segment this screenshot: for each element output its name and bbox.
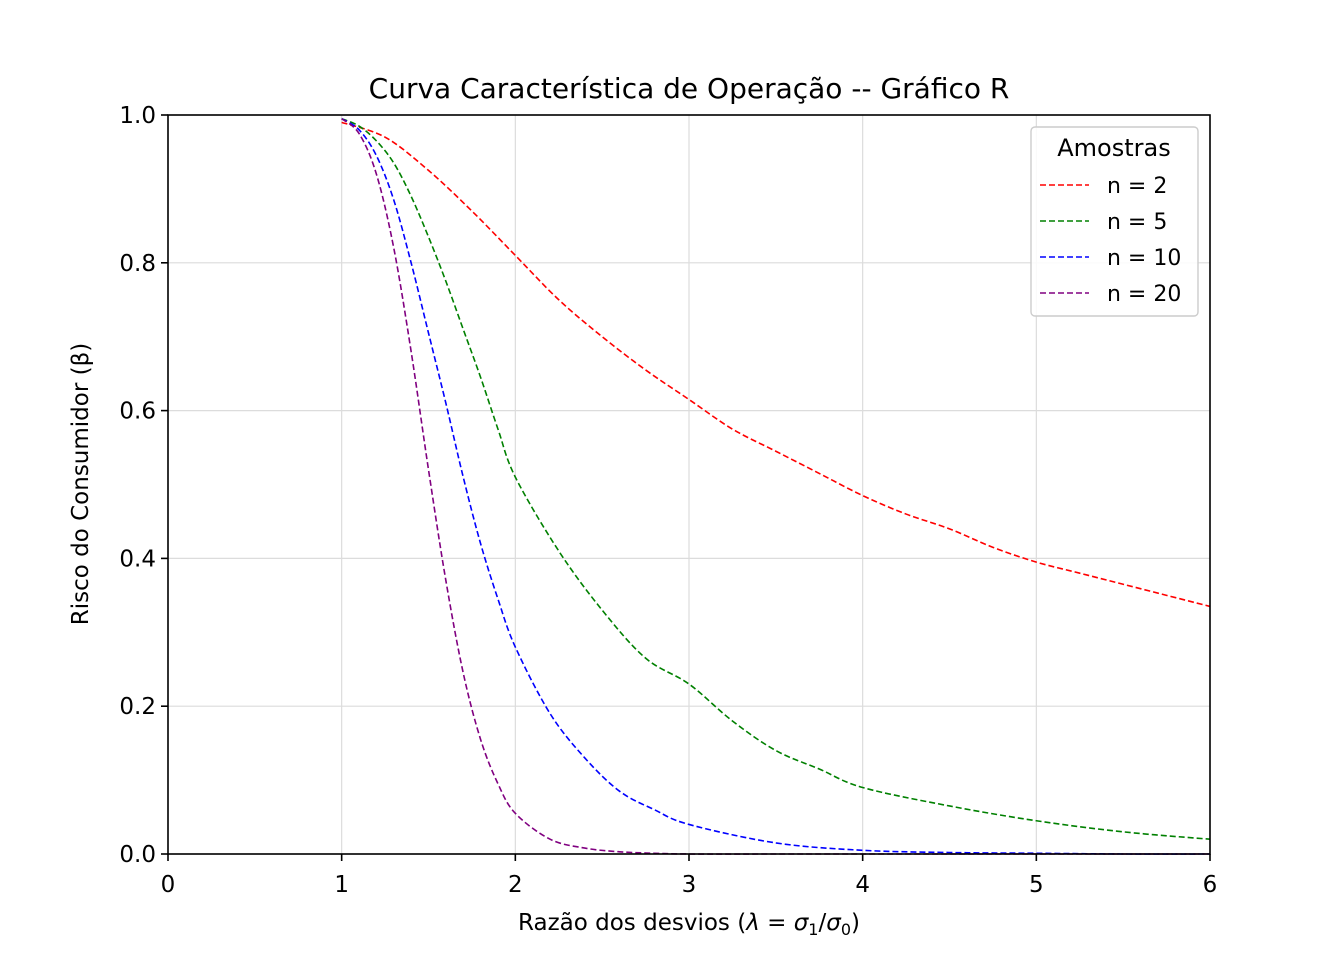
legend-label-n-20: n = 20 [1107, 282, 1181, 307]
legend-label-n-2: n = 2 [1107, 174, 1167, 199]
chart-title: Curva Característica de Operação -- Gráf… [369, 72, 1010, 105]
x-axis-label-lambda: λ [744, 910, 760, 936]
x-axis-label-prefix: Razão dos desvios ( [518, 910, 746, 936]
x-axis-label-slash: / [818, 910, 826, 936]
x-axis-label-sub0: 0 [841, 920, 851, 939]
x-tick-label: 2 [508, 872, 523, 898]
legend-box [1030, 126, 1199, 317]
x-axis-label-eq: = [760, 910, 794, 936]
legend-title: Amostras [1057, 134, 1170, 162]
y-tick-label: 0.8 [119, 251, 156, 277]
legend: Amostras n = 2 n = 5 n = 10 n = 20 [1030, 126, 1199, 317]
x-axis-label-sigma1: σ [794, 910, 810, 936]
x-tick-label: 3 [682, 872, 697, 898]
y-tick-label: 1.0 [119, 103, 156, 129]
x-axis-label-suffix: ) [851, 910, 860, 936]
y-axis-ticks: 0.0 0.2 0.4 0.6 0.8 1.0 [119, 103, 168, 868]
series-line-n-5 [341, 117, 1211, 841]
y-axis-label: Risco do Consumidor (β) [68, 343, 94, 626]
x-axis-ticks: 0 1 2 3 4 5 6 [161, 854, 1218, 898]
x-tick-label: 5 [1029, 872, 1044, 898]
x-axis-label-sub1: 1 [808, 920, 818, 939]
legend-label-n-5: n = 5 [1107, 210, 1167, 235]
x-axis-label-sigma0: σ [826, 910, 842, 936]
y-tick-label: 0.4 [119, 546, 156, 572]
x-axis-label: Razão dos desvios (λ = σ1/σ0) [518, 910, 860, 939]
x-tick-label: 1 [334, 872, 349, 898]
x-tick-label: 0 [161, 872, 176, 898]
series-line-n-10 [341, 118, 1211, 855]
y-tick-label: 0.0 [119, 842, 156, 868]
series-line-n-2 [341, 121, 1211, 608]
legend-items: n = 2 n = 5 n = 10 n = 20 [1040, 174, 1181, 307]
y-tick-label: 0.2 [119, 694, 156, 720]
x-tick-label: 4 [855, 872, 870, 898]
y-tick-label: 0.6 [119, 399, 156, 425]
x-tick-label: 6 [1203, 872, 1218, 898]
legend-label-n-10: n = 10 [1107, 246, 1181, 271]
